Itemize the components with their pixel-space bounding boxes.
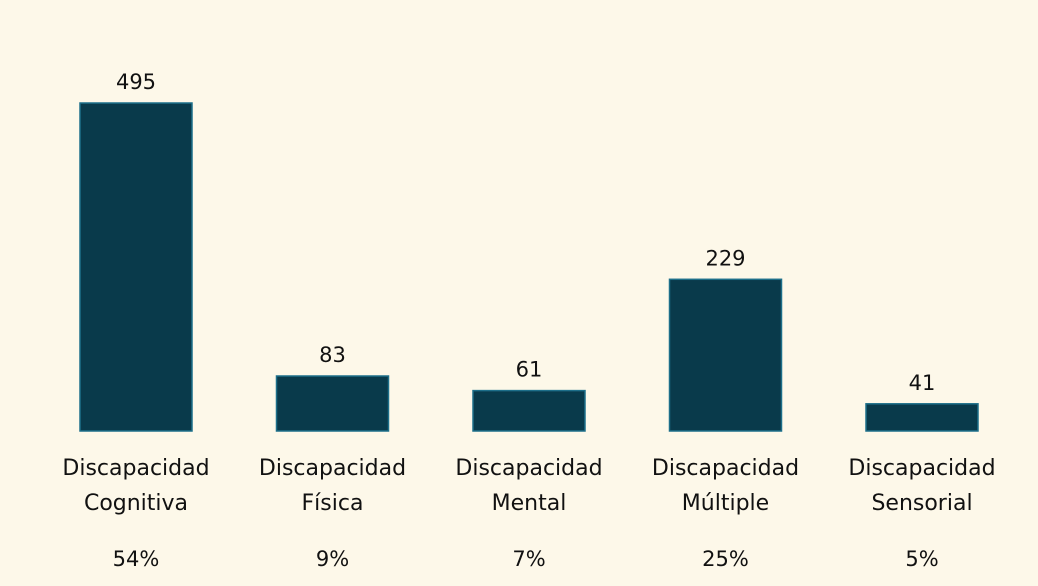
value-label-3: 229 <box>705 246 745 270</box>
category-label-0-line-1: Cognitiva <box>84 491 188 516</box>
value-label-0: 495 <box>116 70 156 94</box>
value-label-1: 83 <box>319 343 346 367</box>
category-label-0-line-0: Discapacidad <box>62 456 209 481</box>
category-label-3-line-1: Múltiple <box>682 491 769 516</box>
percent-label-4: 5% <box>905 547 938 571</box>
category-label-2-line-1: Mental <box>492 491 567 516</box>
category-label-3-line-0: Discapacidad <box>652 456 799 481</box>
bar-2 <box>472 389 586 432</box>
bar-3 <box>668 278 783 432</box>
bar-1 <box>275 375 390 432</box>
category-label-1-line-1: Física <box>302 491 364 516</box>
category-label-4-line-0: Discapacidad <box>848 456 995 481</box>
category-label-2-line-0: Discapacidad <box>455 456 602 481</box>
category-label-1-line-0: Discapacidad <box>259 456 406 481</box>
percent-label-3: 25% <box>702 547 749 571</box>
bar-0 <box>79 102 193 432</box>
bar-4 <box>865 403 979 432</box>
value-label-2: 61 <box>516 358 543 382</box>
percent-label-1: 9% <box>316 547 349 571</box>
category-label-4-line-1: Sensorial <box>871 491 972 516</box>
percent-label-2: 7% <box>512 547 545 571</box>
percent-label-0: 54% <box>113 547 160 571</box>
value-label-4: 41 <box>909 371 936 395</box>
